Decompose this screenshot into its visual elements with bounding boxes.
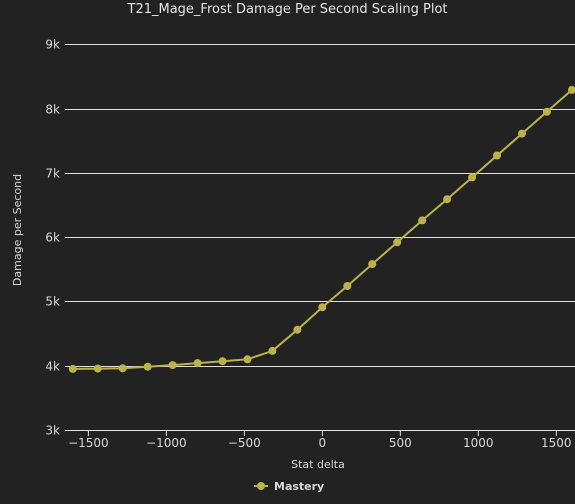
y-tick-label-5k: 5k	[45, 295, 60, 309]
series-group	[68, 85, 575, 373]
data-point-mastery-16	[468, 173, 477, 182]
x-tick-label-1500: 1500	[541, 436, 572, 450]
legend[interactable]: Mastery	[254, 480, 324, 493]
chart-title: T21_Mage_Frost Damage Per Second Scaling…	[127, 2, 448, 17]
x-tick-label-0: 0	[319, 436, 327, 450]
data-point-mastery-8	[268, 346, 277, 355]
x-axis-tick-labels: −1500 −1000 −500 0 500 1000 1500	[68, 430, 572, 450]
x-tick-label--1000: −1000	[146, 436, 187, 450]
y-tick-label-6k: 6k	[45, 231, 60, 245]
data-point-mastery-13	[393, 238, 402, 247]
x-tick-label-1000: 1000	[463, 436, 494, 450]
data-point-mastery-10	[318, 303, 327, 312]
data-point-mastery-9	[293, 325, 302, 334]
y-tick-label-8k: 8k	[45, 103, 60, 117]
series-line-mastery	[72, 89, 573, 370]
data-point-mastery-6	[218, 357, 227, 366]
y-tick-label-4k: 4k	[45, 360, 60, 374]
data-point-mastery-1	[93, 364, 102, 373]
data-point-mastery-12	[368, 260, 377, 269]
data-point-mastery-20	[567, 85, 575, 94]
y-axis-title: Damage per Second	[11, 174, 24, 286]
x-tick-label--500: −500	[228, 436, 261, 450]
data-point-mastery-15	[443, 195, 452, 204]
data-point-mastery-17	[493, 151, 501, 160]
data-point-mastery-5	[193, 359, 202, 368]
y-axis-tick-labels: 3k 4k 5k 6k 7k 8k 9k	[45, 38, 60, 438]
data-point-mastery-3	[143, 362, 152, 371]
data-point-mastery-14	[418, 216, 427, 225]
legend-marker-mastery	[257, 482, 265, 490]
y-tick-label-7k: 7k	[45, 167, 60, 181]
gridlines	[65, 44, 575, 431]
data-point-mastery-7	[243, 355, 252, 364]
y-tick-label-9k: 9k	[45, 38, 60, 52]
data-point-mastery-18	[518, 129, 526, 138]
y-tick-label-3k: 3k	[45, 424, 60, 438]
data-point-mastery-19	[542, 107, 551, 116]
x-tick-label--1500: −1500	[68, 436, 109, 450]
x-tick-label-500: 500	[389, 436, 412, 450]
data-point-mastery-11	[343, 282, 352, 290]
data-point-mastery-4	[168, 361, 177, 370]
data-point-mastery-0	[68, 364, 77, 373]
x-axis-title: Stat delta	[291, 458, 345, 471]
legend-label-mastery: Mastery	[274, 480, 324, 493]
data-point-mastery-2	[118, 364, 127, 373]
